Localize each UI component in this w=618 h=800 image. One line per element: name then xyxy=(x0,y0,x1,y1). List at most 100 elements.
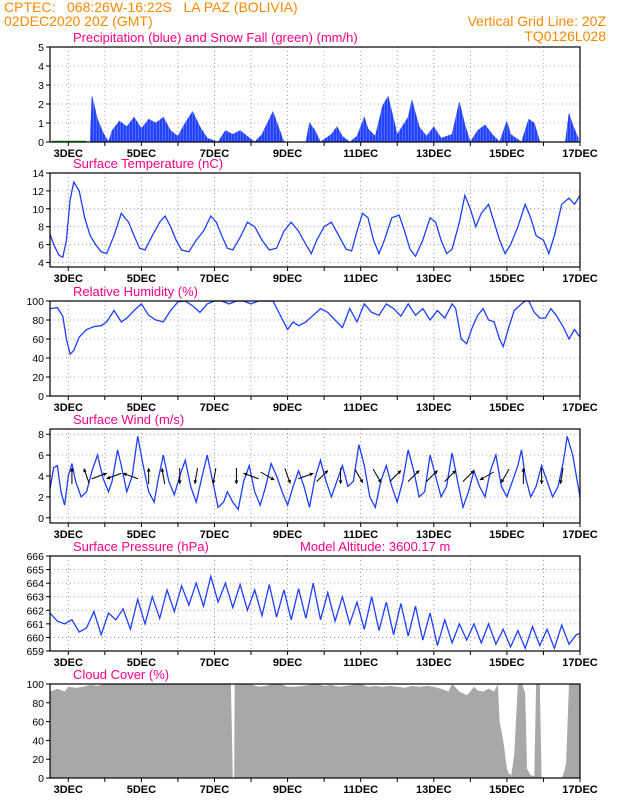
wind-arrow xyxy=(284,468,291,484)
y-tick-label: 80 xyxy=(32,315,44,327)
wind-arrow xyxy=(160,468,166,484)
precip-title: Precipitation (blue) and Snow Fall (gree… xyxy=(73,30,358,45)
y-tick-label: 100 xyxy=(26,296,44,308)
y-tick-label: 662 xyxy=(26,605,44,617)
wind-arrow xyxy=(211,468,217,484)
wind-arrow-head xyxy=(324,470,328,475)
wind-arrow-head xyxy=(309,472,314,477)
y-tick-label: 659 xyxy=(26,646,44,658)
wind-arrow xyxy=(106,472,122,480)
wind-arrow-head xyxy=(146,468,151,472)
x-tick-label: 13DEC xyxy=(416,784,452,796)
wind-arrow-head xyxy=(539,480,544,484)
wind-arrow xyxy=(407,469,420,483)
wind-arrow-head xyxy=(234,480,239,484)
x-tick-label: 7DEC xyxy=(200,529,229,541)
precipitation-bars xyxy=(89,47,577,142)
x-tick-label: 3DEC xyxy=(54,657,83,669)
wind-arrow xyxy=(479,471,494,481)
wind-arrow xyxy=(243,472,259,480)
x-tick-label: 11DEC xyxy=(343,529,378,541)
x-tick-label: 7DEC xyxy=(200,148,229,160)
x-tick-label: 9DEC xyxy=(273,657,302,669)
wind-arrow xyxy=(372,468,382,484)
y-tick-label: 666 xyxy=(26,551,44,563)
cloud-title: Cloud Cover (%) xyxy=(73,667,169,682)
temperature-line xyxy=(49,180,581,259)
y-tick-label: 0 xyxy=(38,513,44,525)
y-tick-label: 661 xyxy=(26,619,44,631)
x-tick-label: 15DEC xyxy=(489,784,525,796)
wind-arrow-head xyxy=(193,480,198,484)
precip-panel: 0 1 2 3 4 5 3DEC 5DEC 7DEC 9DEC 11DEC 13DEC 15DEC 17D… xyxy=(38,30,598,160)
wind-arrow-head xyxy=(106,475,111,480)
x-tick-label: 17DEC xyxy=(562,402,598,414)
y-tick-label: 664 xyxy=(26,578,44,590)
wind-arrow-head xyxy=(287,479,291,484)
x-tick-label: 13DEC xyxy=(416,529,452,541)
station-info: CPTEC: 068:26W-16:22S LA PAZ (BOLIVIA) xyxy=(4,0,298,15)
y-tick-label: 6 xyxy=(38,240,44,252)
x-tick-label: 15DEC xyxy=(489,273,525,285)
wind-arrow-head xyxy=(397,470,402,475)
y-tick-label: 0 xyxy=(38,773,44,785)
x-tick-label: 9DEC xyxy=(273,148,302,160)
y-tick-label: 665 xyxy=(26,565,44,577)
wind-arrow xyxy=(177,468,182,484)
x-tick-label: 17DEC xyxy=(562,657,598,669)
x-tick-label: 9DEC xyxy=(273,273,302,285)
x-tick-label: 11DEC xyxy=(343,657,378,669)
pressure-subtitle: Model Altitude: 3600.17 m xyxy=(300,539,450,554)
x-tick-label: 7DEC xyxy=(200,657,229,669)
x-tick-label: 9DEC xyxy=(273,784,302,796)
pressure-title: Surface Pressure (hPa) xyxy=(73,539,209,554)
wind-arrow xyxy=(444,469,457,483)
x-tick-label: 15DEC xyxy=(489,402,525,414)
y-tick-label: 100 xyxy=(26,679,44,691)
model-code: TQ0126L028 xyxy=(524,28,606,44)
wind-arrow-head xyxy=(452,470,456,475)
y-tick-label: 0 xyxy=(38,137,44,149)
y-tick-label: 20 xyxy=(32,754,44,766)
x-tick-label: 17DEC xyxy=(562,148,598,160)
y-tick-label: 40 xyxy=(32,735,44,747)
temp-frame xyxy=(49,172,581,268)
wind-arrow xyxy=(539,468,544,484)
wind-arrow-head xyxy=(470,470,475,475)
y-tick-label: 4 xyxy=(38,61,44,73)
wind-arrow xyxy=(83,468,90,484)
wind-arrow xyxy=(462,469,475,483)
x-tick-label: 9DEC xyxy=(273,529,302,541)
y-tick-label: 80 xyxy=(32,698,44,710)
y-tick-label: 4 xyxy=(38,258,44,270)
x-tick-label: 15DEC xyxy=(489,529,525,541)
precipitation-series xyxy=(89,95,579,143)
temp-title: Surface Temperature (nC) xyxy=(73,156,223,171)
y-tick-label: 10 xyxy=(32,204,44,216)
y-tick-label: 8 xyxy=(38,429,44,441)
cloud-frame xyxy=(49,683,581,779)
wind-arrow-head xyxy=(338,480,343,484)
x-tick-label: 7DEC xyxy=(200,784,229,796)
x-tick-label: 5DEC xyxy=(127,148,156,160)
x-tick-label: 3DEC xyxy=(54,402,83,414)
x-tick-label: 5DEC xyxy=(127,529,156,541)
x-tick-label: 9DEC xyxy=(273,402,302,414)
wind-arrow-head xyxy=(243,472,248,477)
y-tick-label: 3 xyxy=(38,80,44,92)
y-tick-label: 2 xyxy=(38,492,44,504)
y-tick-label: 20 xyxy=(32,372,44,384)
y-tick-label: 14 xyxy=(32,168,44,180)
x-tick-label: 11DEC xyxy=(343,402,378,414)
y-tick-label: 660 xyxy=(26,632,44,644)
wind-arrow-head xyxy=(160,468,165,472)
wind-arrow-head xyxy=(102,472,107,477)
precip-frame xyxy=(49,46,581,143)
wind-arrow xyxy=(234,468,239,484)
wind-arrow-head xyxy=(122,472,127,477)
wind-arrow xyxy=(260,471,275,481)
x-tick-label: 7DEC xyxy=(200,402,229,414)
cloud-cover-area xyxy=(50,684,580,778)
rh-panel: 0 20 40 60 80 100 3DEC 5DEC 7DEC 9DEC 11DEC 13DEC 15… xyxy=(26,284,597,414)
